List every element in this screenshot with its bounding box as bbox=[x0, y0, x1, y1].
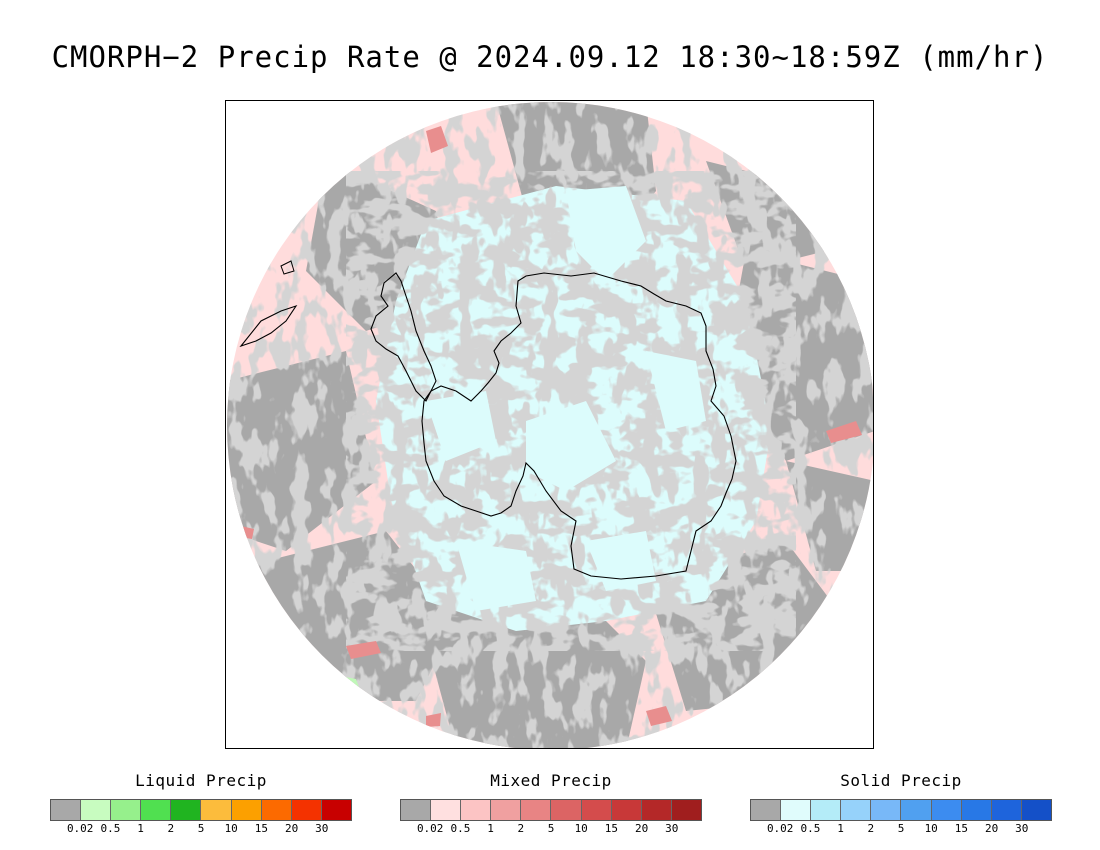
colorbar-tick-label: 5 bbox=[197, 822, 205, 835]
colorbar-swatch bbox=[841, 800, 872, 820]
colorbar-swatch bbox=[751, 800, 782, 820]
colorbar-swatch bbox=[871, 800, 902, 820]
colorbar-tick-label: 0.02 bbox=[416, 822, 444, 835]
colorbar-ticks-mixed: 0.02 0.5 1 2 5 10 15 20 30 bbox=[400, 822, 702, 838]
colorbar-swatch bbox=[1021, 800, 1051, 820]
colorbar-swatch bbox=[961, 800, 992, 820]
colorbar-tick-label: 15 bbox=[604, 822, 619, 835]
legend-solid: Solid Precip 0.02 0.5 1 2 5 10 15 20 30 bbox=[750, 770, 1052, 840]
colorbar-swatch bbox=[141, 800, 172, 820]
colorbar-tick-label: 30 bbox=[1015, 822, 1029, 835]
legend-title-solid: Solid Precip bbox=[840, 771, 962, 790]
colorbar-swatch bbox=[321, 800, 351, 820]
polar-map bbox=[225, 100, 874, 749]
colorbar-tick-label: 1 bbox=[137, 822, 144, 835]
colorbar-tick-label: 2 bbox=[167, 822, 175, 835]
map-title: CMORPH−2 Precip Rate @ 2024.09.12 18:30~… bbox=[51, 40, 1049, 74]
colorbar-swatch bbox=[461, 800, 492, 820]
colorbar-ticks-solid: 0.02 0.5 1 2 5 10 15 20 30 bbox=[750, 822, 1052, 838]
colorbar-ticks-liquid: 0.02 0.5 1 2 5 10 15 20 30 bbox=[50, 822, 352, 838]
colorbar-swatch bbox=[51, 800, 82, 820]
colorbar-tick-label: 0.02 bbox=[766, 822, 794, 835]
colorbar-tick-label: 2 bbox=[867, 822, 875, 835]
colorbar-swatch bbox=[551, 800, 582, 820]
legend-title-liquid: Liquid Precip bbox=[135, 771, 267, 790]
colorbar-tick-label: 0.5 bbox=[100, 822, 121, 835]
south-america-tip bbox=[239, 304, 298, 348]
colorbar-swatch bbox=[521, 800, 552, 820]
legend-liquid: Liquid Precip 0.02 0.5 1 2 5 10 15 20 30 bbox=[50, 770, 352, 840]
colorbar-tick-label: 30 bbox=[665, 822, 679, 835]
colorbar-tick-label: 1 bbox=[837, 822, 844, 835]
colorbar-swatch bbox=[611, 800, 642, 820]
colorbar-tick-label: 0.5 bbox=[450, 822, 471, 835]
colorbar-swatch bbox=[491, 800, 522, 820]
colorbar-swatch bbox=[431, 800, 462, 820]
antarctica-coastline bbox=[421, 272, 737, 580]
antarctic-peninsula bbox=[370, 272, 437, 402]
colorbar-tick-label: 30 bbox=[315, 822, 329, 835]
solid-precip-streaks bbox=[426, 186, 706, 611]
colorbar-tick-label: 10 bbox=[224, 822, 238, 835]
colorbar-tick-label: 10 bbox=[574, 822, 588, 835]
colorbar-tick-label: 20 bbox=[284, 822, 299, 835]
legend-mixed: Mixed Precip 0.02 0.5 1 2 5 10 15 20 30 bbox=[400, 770, 702, 840]
colorbar-tick-label: 20 bbox=[634, 822, 649, 835]
mixed-precip-spots bbox=[240, 126, 862, 727]
colorbar-tick-label: 2 bbox=[517, 822, 525, 835]
falkland-islands bbox=[280, 260, 295, 275]
colorbar-swatch bbox=[671, 800, 701, 820]
colorbar-swatch bbox=[641, 800, 672, 820]
colorbar-tick-label: 5 bbox=[547, 822, 555, 835]
colorbar-swatch bbox=[991, 800, 1022, 820]
colorbar-solid bbox=[750, 799, 1052, 821]
colorbar-tick-label: 5 bbox=[897, 822, 905, 835]
colorbar-swatch bbox=[811, 800, 842, 820]
colorbar-swatch bbox=[581, 800, 612, 820]
colorbar-swatch bbox=[261, 800, 292, 820]
colorbar-liquid bbox=[50, 799, 352, 821]
colorbar-swatch bbox=[111, 800, 142, 820]
colorbar-swatch bbox=[901, 800, 932, 820]
legend-title-mixed: Mixed Precip bbox=[490, 771, 612, 790]
colorbar-tick-label: 10 bbox=[924, 822, 938, 835]
colorbar-swatch bbox=[291, 800, 322, 820]
colorbar-tick-label: 1 bbox=[487, 822, 494, 835]
precip-map-graphic bbox=[227, 102, 873, 748]
map-disk bbox=[227, 102, 873, 748]
colorbar-swatch bbox=[781, 800, 812, 820]
colorbar-swatch bbox=[931, 800, 962, 820]
colorbar-tick-label: 15 bbox=[254, 822, 269, 835]
colorbar-tick-label: 20 bbox=[984, 822, 999, 835]
colorbar-swatch bbox=[401, 800, 432, 820]
colorbar-swatch bbox=[171, 800, 202, 820]
colorbar-tick-label: 0.02 bbox=[66, 822, 94, 835]
colorbar-swatch bbox=[231, 800, 262, 820]
colorbar-mixed bbox=[400, 799, 702, 821]
colorbar-swatch bbox=[81, 800, 112, 820]
colorbar-tick-label: 15 bbox=[954, 822, 969, 835]
colorbar-tick-label: 0.5 bbox=[800, 822, 821, 835]
colorbar-swatch bbox=[201, 800, 232, 820]
